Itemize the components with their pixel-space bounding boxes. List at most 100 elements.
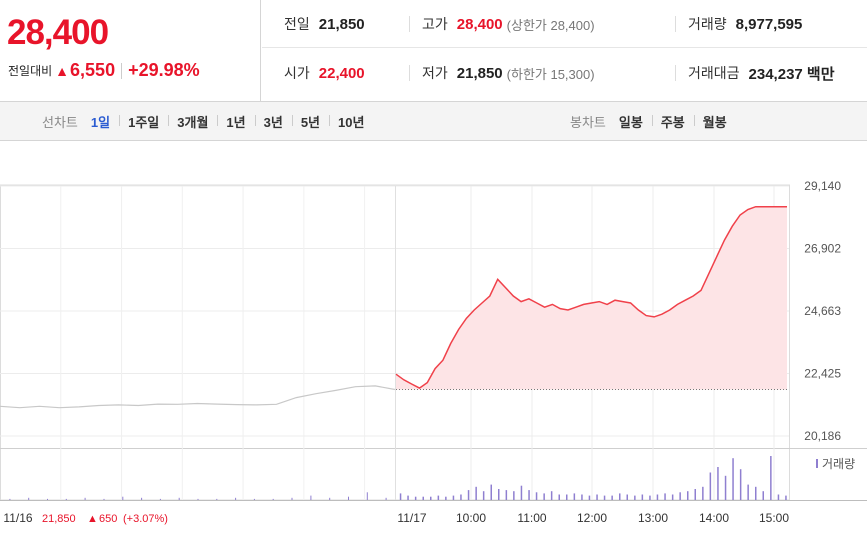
volume-bar [475, 486, 477, 500]
volume-bar [482, 491, 485, 500]
line-chart-periods: 선차트 1일 1주일 3개월 1년 3년 5년 10년 [42, 102, 373, 140]
volume-bar [724, 475, 727, 500]
prev-day-close: 21,850 [42, 513, 76, 525]
volume-bar [649, 495, 651, 500]
y-tick-label: 20,186 [804, 429, 841, 443]
info-row: 전일 21,850 고가 28,400 (상한가 28,400) 거래량 8,9… [262, 0, 867, 48]
volume-bar [329, 497, 331, 500]
high-label: 고가 [422, 16, 448, 32]
volume-bar [596, 494, 598, 500]
volume-bar [291, 497, 293, 500]
change-rate: +29.98% [128, 60, 200, 80]
volume-bar [197, 498, 199, 500]
price-box: 28,400 전일대비 ▲ 6,550 +29.98% [0, 0, 261, 101]
volume-bar [634, 495, 636, 500]
volume-bar [664, 493, 666, 500]
volume-bar [619, 493, 621, 500]
tab-period-3m[interactable]: 3개월 [168, 112, 217, 131]
volume-bar [84, 497, 86, 500]
change-label: 전일대비 [8, 64, 53, 78]
volume-cell: 거래량 8,977,595 [675, 16, 802, 33]
up-triangle-icon: ▲ [87, 513, 98, 525]
price-chart[interactable]: 29,140 26,902 24,663 22,425 20,186 거래량 11/16 1… [0, 141, 867, 543]
volume-bar [755, 486, 757, 500]
volume-bar [535, 492, 538, 500]
tab-candle-weekly[interactable]: 주봉 [651, 112, 694, 131]
volume-bar [762, 491, 764, 500]
line-chart-title: 선차트 [42, 114, 78, 130]
y-tick-label: 29,140 [804, 179, 841, 193]
volume-bar [414, 496, 417, 500]
amount-label: 거래대금 [688, 65, 740, 81]
volume-bar [679, 492, 681, 500]
volume-bar [272, 498, 274, 500]
volume-bar [65, 498, 67, 500]
volume-bar [422, 496, 424, 500]
volume-bar [785, 495, 787, 500]
volume-bar [253, 498, 255, 500]
open-label: 시가 [284, 65, 310, 81]
high-cell: 고가 28,400 (상한가 28,400) [409, 16, 595, 33]
volume-bar [626, 494, 628, 500]
quote-info-grid: 전일 21,850 고가 28,400 (상한가 28,400) 거래량 8,9… [262, 0, 867, 101]
volume-bar [141, 497, 143, 500]
volume-bar [505, 490, 508, 500]
prev-close-label: 전일 [284, 16, 310, 32]
today-line [395, 205, 787, 389]
tab-period-3y[interactable]: 3년 [254, 112, 292, 131]
tab-period-1y[interactable]: 1년 [217, 112, 254, 131]
volume-bar [399, 493, 402, 500]
volume-bar [641, 494, 644, 500]
volume-bar [603, 495, 606, 500]
volume-bar [437, 495, 440, 500]
volume-bar [122, 496, 124, 500]
volume-bar [490, 484, 492, 500]
amount-value: 234,237 백만 [748, 65, 835, 83]
x-tick-label: 15:00 [759, 511, 789, 525]
volume-bar [348, 496, 349, 500]
volume-bar [777, 494, 780, 500]
volume-label: 거래량 [688, 16, 727, 32]
x-tick-label: 14:00 [699, 511, 729, 525]
tab-period-1d[interactable]: 1일 [90, 114, 111, 130]
volume-bar [550, 491, 553, 500]
volume-bar [747, 484, 749, 500]
amount-cell: 거래대금 234,237 백만 [675, 65, 835, 83]
change-amount: 6,550 [70, 60, 116, 80]
volume-bar [103, 498, 105, 500]
volume-bar [611, 495, 613, 500]
volume-bar [366, 492, 368, 500]
low-cell: 저가 21,850 (하한가 15,300) [409, 64, 595, 82]
volume-bar [498, 489, 500, 500]
tab-period-10y[interactable]: 10년 [329, 112, 373, 131]
tab-candle-monthly[interactable]: 월봉 [693, 112, 736, 131]
volume-bar [770, 456, 772, 500]
volume-bar [694, 489, 696, 500]
volume-bar [588, 495, 591, 500]
volume-bar [573, 493, 576, 500]
x-tick-label: 11:00 [517, 511, 546, 525]
volume-bar [656, 494, 659, 500]
low-value: 21,850 [456, 64, 503, 82]
tab-candle-daily[interactable]: 일봉 [618, 114, 643, 130]
today-area [396, 206, 787, 390]
volume-bar [28, 497, 30, 500]
candle-chart-title: 봉차트 [570, 114, 606, 130]
volume-bar [460, 494, 462, 500]
volume-bar [9, 498, 11, 500]
tab-period-1w[interactable]: 1주일 [119, 112, 168, 131]
volume-bar [520, 485, 523, 500]
volume-bar [513, 491, 515, 500]
chart-canvas[interactable]: 29,140 26,902 24,663 22,425 20,186 거래량 11/16 1… [0, 141, 867, 543]
volume-bar [558, 494, 560, 500]
volume-bar [445, 496, 447, 500]
volume-bar [671, 494, 674, 500]
lower-limit: (하한가 15,300) [506, 66, 595, 82]
volume-bar [543, 493, 545, 500]
y-tick-label: 22,425 [804, 367, 841, 381]
volume-legend-swatch [816, 459, 818, 468]
current-price: 28,400 [7, 13, 109, 52]
prev-day-change-rate: (+3.07%) [123, 513, 168, 525]
volume-bar [452, 495, 455, 500]
tab-period-5y[interactable]: 5년 [291, 112, 329, 131]
